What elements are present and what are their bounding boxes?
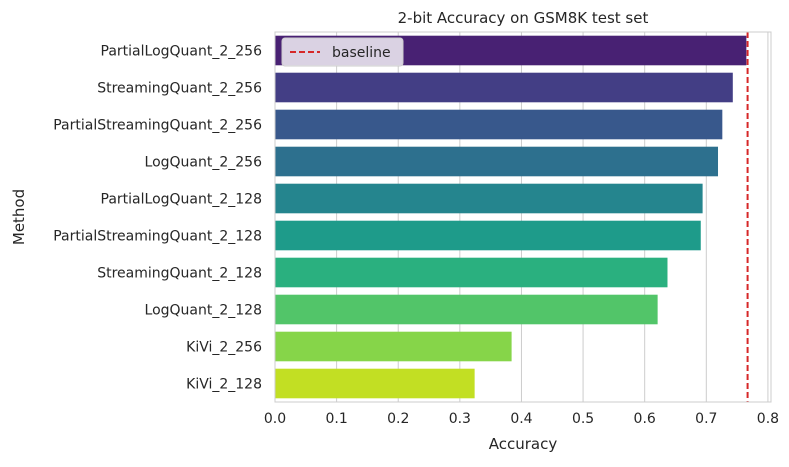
y-tick-label: StreamingQuant_2_256: [97, 81, 262, 97]
x-tick-label: 0.7: [695, 411, 717, 427]
y-tick-label: KiVi_2_128: [186, 377, 262, 393]
legend: baseline: [281, 37, 404, 67]
bar: [275, 72, 733, 103]
y-tick-label: PartialStreamingQuant_2_128: [53, 229, 262, 245]
y-tick-label: StreamingQuant_2_128: [97, 266, 262, 282]
y-tick-label: PartialLogQuant_2_128: [101, 192, 262, 208]
legend-baseline-label: baseline: [332, 45, 391, 61]
x-tick-label: 0.8: [757, 411, 779, 427]
chart-title: 2-bit Accuracy on GSM8K test set: [398, 9, 649, 27]
legend-box: [281, 37, 404, 67]
x-tick-label: 0.1: [325, 411, 347, 427]
bar: [275, 109, 723, 140]
bar: [275, 294, 658, 325]
y-tick-label: LogQuant_2_128: [145, 303, 262, 319]
x-tick-label: 0.0: [264, 411, 286, 427]
bar: [275, 368, 475, 399]
y-axis-label: Method: [10, 189, 28, 245]
bar: [275, 146, 719, 177]
x-tick-label: 0.6: [634, 411, 656, 427]
y-tick-label: LogQuant_2_256: [145, 155, 263, 171]
y-tick-label: PartialStreamingQuant_2_256: [53, 118, 262, 134]
x-tick-label: 0.2: [387, 411, 409, 427]
y-tick-labels: PartialLogQuant_2_256 StreamingQuant_2_25…: [53, 44, 262, 393]
plot-frame: [274, 31, 772, 403]
bar: [275, 331, 512, 362]
bar: [275, 183, 703, 214]
x-tick-labels: 0.0 0.1 0.2 0.3 0.4 0.5 0.6 0.7 0.8: [264, 411, 779, 427]
x-tick-label: 0.5: [572, 411, 594, 427]
y-tick-label: PartialLogQuant_2_256: [101, 44, 263, 60]
y-tick-label: KiVi_2_256: [186, 340, 262, 356]
x-tick-label: 0.4: [510, 411, 532, 427]
bar: [275, 257, 668, 288]
x-tick-label: 0.3: [449, 411, 471, 427]
x-axis-label: Accuracy: [489, 435, 558, 453]
bar: [275, 220, 701, 251]
